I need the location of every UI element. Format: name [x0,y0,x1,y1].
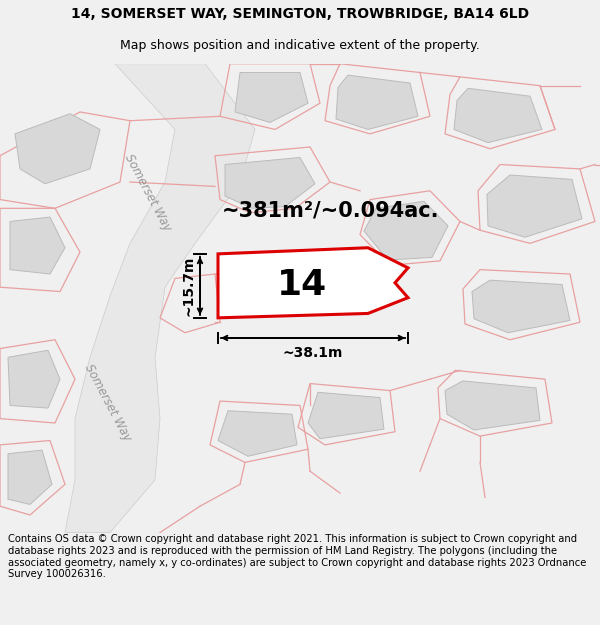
Polygon shape [218,248,408,318]
Polygon shape [8,450,52,504]
Polygon shape [445,381,540,430]
Polygon shape [336,75,418,129]
Text: ~15.7m: ~15.7m [181,256,195,316]
Text: ~381m²/~0.094ac.: ~381m²/~0.094ac. [221,200,439,220]
Polygon shape [225,158,315,208]
Polygon shape [487,175,582,238]
Text: Contains OS data © Crown copyright and database right 2021. This information is : Contains OS data © Crown copyright and d… [8,534,586,579]
Polygon shape [364,201,448,260]
Polygon shape [15,114,100,184]
Text: 14, SOMERSET WAY, SEMINGTON, TROWBRIDGE, BA14 6LD: 14, SOMERSET WAY, SEMINGTON, TROWBRIDGE,… [71,7,529,21]
Text: Map shows position and indicative extent of the property.: Map shows position and indicative extent… [120,39,480,52]
Text: 14: 14 [277,268,327,301]
Polygon shape [10,217,65,274]
Polygon shape [472,280,570,332]
Text: Somerset Way: Somerset Way [82,362,134,444]
Text: ~38.1m: ~38.1m [283,346,343,360]
Polygon shape [218,411,297,456]
Polygon shape [8,350,60,408]
Polygon shape [65,64,255,532]
Polygon shape [454,88,542,142]
Text: Somerset Way: Somerset Way [122,152,174,233]
Polygon shape [308,392,384,439]
Polygon shape [235,72,308,122]
